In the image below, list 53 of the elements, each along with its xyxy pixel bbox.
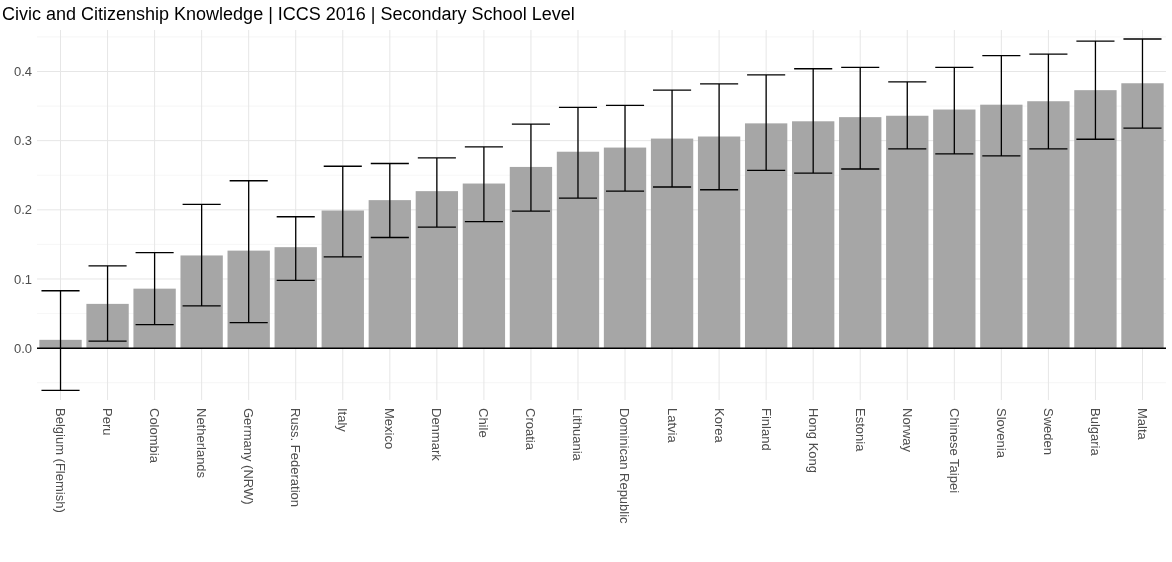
y-tick-label: 0.0 <box>13 340 32 356</box>
x-tick-label: Latvia <box>664 408 680 444</box>
bar <box>886 115 929 349</box>
bar <box>792 121 835 349</box>
x-tick-label: Mexico <box>382 408 398 450</box>
y-tick-label: 0.3 <box>13 133 32 149</box>
y-tick-label: 0.1 <box>13 271 32 287</box>
x-tick-label: Malta <box>1134 408 1150 441</box>
bar <box>509 166 553 349</box>
x-tick-label: Denmark <box>429 408 445 462</box>
x-tick-label: Lithuania <box>570 408 586 462</box>
x-tick-label: Netherlands <box>194 408 210 479</box>
x-tick-label: Sweden <box>1040 408 1056 455</box>
bar <box>697 136 741 349</box>
bar <box>227 250 270 349</box>
x-tick-label: Korea <box>711 408 727 444</box>
bar <box>1121 83 1164 349</box>
x-tick-label: Chinese Taipei <box>946 408 962 494</box>
bar <box>744 123 788 349</box>
y-tick-label: 0.4 <box>13 64 32 80</box>
bar <box>274 247 317 349</box>
bar <box>839 117 882 349</box>
bar <box>321 210 364 349</box>
bar <box>462 183 506 349</box>
x-tick-label: Dominican Republic <box>617 408 633 525</box>
bar <box>180 255 223 349</box>
x-tick-label: Colombia <box>147 408 163 464</box>
bar <box>1027 101 1070 349</box>
x-tick-label: Croatia <box>523 408 539 451</box>
bar <box>933 109 976 349</box>
x-tick-label: Norway <box>899 408 915 453</box>
x-tick-label: Russ. Federation <box>288 408 304 507</box>
bar <box>556 151 600 349</box>
bar <box>1074 90 1117 349</box>
bar <box>980 104 1023 349</box>
x-tick-label: Estonia <box>852 408 868 453</box>
bar <box>133 288 176 349</box>
bar <box>415 191 459 349</box>
x-tick-label: Peru <box>100 408 116 436</box>
x-tick-label: Bulgaria <box>1087 408 1103 457</box>
x-tick-label: Slovenia <box>993 408 1009 459</box>
x-tick-label: Chile <box>476 408 492 438</box>
x-tick-label: Italy <box>335 408 351 433</box>
bar <box>650 138 694 349</box>
y-tick-label: 0.2 <box>13 202 32 218</box>
bar <box>603 147 647 349</box>
x-tick-label: Hong Kong <box>805 408 821 474</box>
x-tick-label: Belgium (Flemish) <box>52 408 68 513</box>
bar <box>86 303 129 349</box>
x-tick-label: Finland <box>758 408 774 451</box>
x-tick-label: Germany (NRW) <box>241 408 257 505</box>
bar <box>368 200 411 349</box>
chart-title: Civic and Citizenship Knowledge | ICCS 2016 | Secondary School Level <box>2 4 575 24</box>
